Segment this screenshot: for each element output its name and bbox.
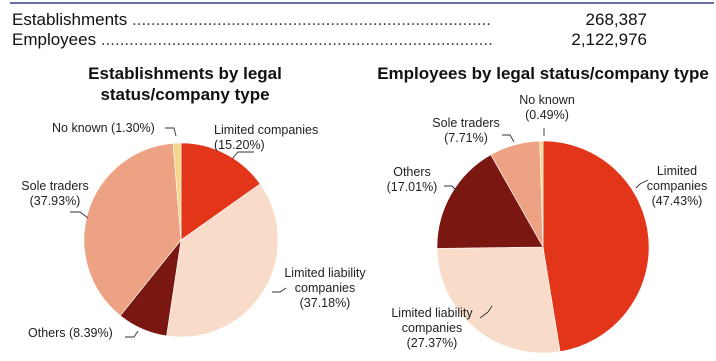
pie-slice-limited-companies [180, 142, 261, 241]
pie-slice-sole-traders [83, 142, 182, 317]
slice-label-line: (7.71%) [444, 131, 488, 145]
leader-line [272, 287, 287, 293]
top-divider [10, 2, 714, 4]
slice-label-line: (37.18%) [300, 296, 351, 310]
slice-label-line: (17.01%) [387, 180, 438, 194]
chart-title-line: status/company type [100, 85, 270, 104]
slice-label-line: companies [647, 179, 707, 193]
slice-label-line: Sole traders [21, 179, 88, 193]
slice-label-line: (0.49%) [525, 108, 569, 122]
leader-dots: Employees ..............................… [12, 30, 492, 49]
pie-slice-others [436, 154, 544, 249]
stat-value-employees: 2,122,976 [571, 30, 647, 49]
slice-label-line: Limited liability [284, 266, 366, 280]
stat-value-establishments: 268,387 [585, 10, 647, 29]
stat-label-establishments: Establishments [12, 10, 130, 30]
slice-label: Sole traders (7.71%) [432, 116, 499, 145]
slice-label-line: (37.93%) [30, 194, 81, 208]
pie-slice-no-known [172, 142, 182, 241]
chart-title-establishments: Establishments by legal status/company t… [70, 63, 300, 105]
slice-label-line: (27.37%) [407, 336, 458, 350]
slice-label-line: No known (1.30%) [52, 121, 155, 135]
slice-label: Others (8.39%) [28, 326, 113, 340]
leader-line [165, 127, 177, 137]
slice-label-line: (47.43%) [652, 194, 703, 208]
slice-label: Limited companies (47.43%) [647, 164, 707, 208]
slice-label: Others (17.01%) [387, 165, 438, 194]
slice-label: No known (1.30%) [52, 121, 155, 135]
slice-label-line: companies [402, 321, 462, 335]
slice-label: Limited liability companies (37.18%) [284, 266, 366, 310]
leader-line [231, 151, 254, 160]
slice-label: Limited liability companies (27.37%) [391, 306, 473, 350]
leader-line [70, 211, 89, 219]
leader-line [125, 330, 139, 338]
slice-label-line: Sole traders [432, 116, 499, 130]
leader-line [479, 305, 493, 319]
slice-label-line: Limited liability [391, 306, 473, 320]
slice-label-line: (15.20%) [214, 138, 265, 152]
slice-label: Limited companies (15.20%) [214, 123, 318, 152]
pie-slice-limited-companies [542, 140, 650, 352]
pie-slice-no-known [539, 140, 544, 248]
slice-label: Sole traders (37.93%) [21, 179, 88, 208]
slice-label-line: Others [393, 165, 431, 179]
slice-label-line: Others (8.39%) [28, 326, 113, 340]
slice-label-line: No known [519, 93, 575, 107]
slice-label: No known (0.49%) [519, 93, 575, 122]
leader-line [502, 134, 515, 143]
stat-label-employees: Employees [12, 30, 99, 50]
pie-slice-limited-liability-companies [166, 183, 279, 338]
leader-line [444, 185, 459, 193]
chart-title-employees: Employees by legal status/company type [370, 63, 716, 84]
slice-label-line: Limited companies [214, 123, 318, 137]
chart-title-line: Establishments by legal [88, 64, 282, 83]
leader-dots: Establishments .........................… [12, 10, 492, 29]
slice-label-line: Limited [657, 164, 697, 178]
pie-slice-limited-liability-companies [436, 246, 561, 354]
chart-title-line: Employees by legal status/company type [377, 64, 709, 83]
leader-line [635, 179, 649, 189]
slice-label-line: companies [295, 281, 355, 295]
